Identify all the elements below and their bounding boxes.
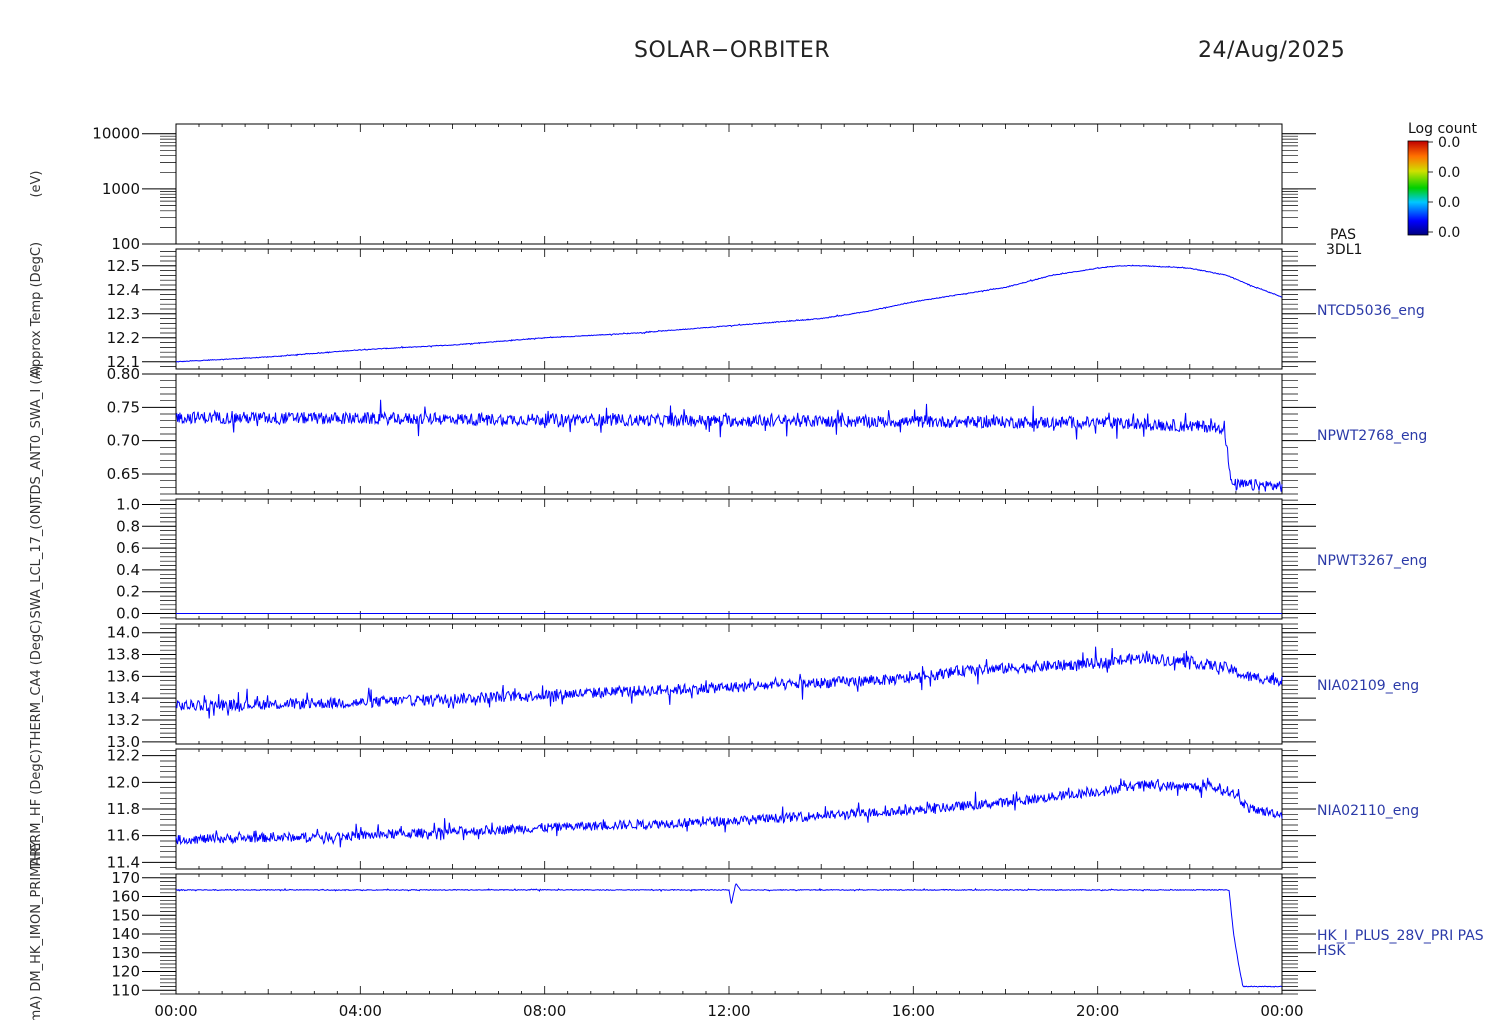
y-tick-label: 0.6 <box>116 539 140 557</box>
x-tick-label: 12:00 <box>707 1002 750 1020</box>
panel-label-npwt2768: NPWT2768_eng <box>1317 428 1427 444</box>
minor-y-ticks-npwt3267 <box>160 499 1298 619</box>
y-tick-label: 12.3 <box>107 305 140 323</box>
y-tick-label: 11.8 <box>107 800 140 818</box>
y-tick-label: 0.65 <box>107 465 140 483</box>
y-tick-label: 110 <box>111 981 140 999</box>
panel-frame-pas-3dl1 <box>175 123 1283 245</box>
y-axis-label-ntcd5036: Approx Temp (DegC) <box>29 242 44 376</box>
colorbar-tick-label: 0.0 <box>1438 135 1460 151</box>
y-tick-label: 13.6 <box>107 667 140 685</box>
panel-frame-nia02109 <box>175 623 1283 745</box>
y-tick-label: 10000 <box>92 125 140 143</box>
y-tick-label: 140 <box>111 925 140 943</box>
x-ticks-npwt2768 <box>175 374 1283 494</box>
y-tick-label: 1.0 <box>116 495 140 513</box>
y-tick-label: 12.2 <box>107 747 140 765</box>
page-title: SOLAR−ORBITER <box>634 38 831 63</box>
minor-y-ticks-ntcd5036 <box>160 251 1298 367</box>
y-tick-label: 0.2 <box>116 583 140 601</box>
y-tick-label: 12.1 <box>107 353 140 371</box>
y-axis-label-npwt3267: SWA_LCL_17_(ON) <box>29 500 44 619</box>
panel-label-hk-i-plus-28v-pri: HK_I_PLUS_28V_PRI PAS <box>1317 928 1484 944</box>
series-line-nia02109 <box>175 646 1283 719</box>
y-tick-label: 12.4 <box>107 281 140 299</box>
panel-label-nia02109: NIA02109_eng <box>1317 678 1419 694</box>
series-line-ntcd5036 <box>176 264 1283 363</box>
x-tick-label: 20:00 <box>1076 1002 1119 1020</box>
y-tick-label: 13.0 <box>107 733 140 751</box>
y-tick-label: 170 <box>111 869 140 887</box>
y-tick-label: 11.4 <box>107 853 140 871</box>
series-line-hk-i-plus-28v-pri <box>176 883 1283 988</box>
panel-frame-nia02110 <box>175 748 1283 870</box>
y-tick-label: 120 <box>111 963 140 981</box>
colorbar <box>1407 140 1429 236</box>
y-tick-label: 13.4 <box>107 689 140 707</box>
panel-frame-npwt3267 <box>175 498 1283 620</box>
panel-label-hk-i-plus-28v-pri: HSK <box>1317 943 1346 959</box>
x-ticks-nia02110 <box>175 749 1283 869</box>
panel-label-pas-3dl1: PAS <box>1330 227 1356 243</box>
y-tick-label: 12.5 <box>107 257 140 275</box>
y-axis-label-nia02110: THERM_HF (DegC) <box>29 749 44 870</box>
y-tick-label: 12.0 <box>107 773 140 791</box>
x-ticks-pas-3dl1 <box>175 124 1283 244</box>
panel-label-nia02110: NIA02110_eng <box>1317 803 1419 819</box>
colorbar-title: Log count <box>1408 121 1477 137</box>
y-tick-label: 150 <box>111 906 140 924</box>
y-axis-label-nia02109: THERM_CA4 (DegC) <box>29 620 44 750</box>
y-tick-label: 1000 <box>102 180 140 198</box>
x-ticks-hk-i-plus-28v-pri <box>175 874 1283 994</box>
panel-label-pas-3dl1: 3DL1 <box>1326 242 1362 258</box>
minor-y-ticks-pas-3dl1 <box>160 133 1298 245</box>
panel-frame-npwt2768 <box>175 373 1283 495</box>
x-tick-label: 16:00 <box>892 1002 935 1020</box>
y-tick-label: 0.0 <box>116 605 140 623</box>
y-tick-label: 14.0 <box>107 624 140 642</box>
y-tick-label: 130 <box>111 944 140 962</box>
minor-y-ticks-npwt2768 <box>160 373 1298 495</box>
x-tick-label: 04:00 <box>339 1002 382 1020</box>
y-tick-label: 160 <box>111 888 140 906</box>
y-tick-label: 11.6 <box>107 827 140 845</box>
panel-label-npwt3267: NPWT3267_eng <box>1317 553 1427 569</box>
y-tick-label: 0.8 <box>116 517 140 535</box>
y-tick-label: 13.8 <box>107 646 140 664</box>
colorbar-tick-label: 0.0 <box>1438 195 1460 211</box>
y-tick-label: 0.75 <box>107 398 140 416</box>
colorbar-tick-label: 0.0 <box>1438 225 1460 241</box>
colorbar-tick-label: 0.0 <box>1438 165 1460 181</box>
y-tick-label: 0.80 <box>107 365 140 383</box>
x-ticks-ntcd5036 <box>175 249 1283 369</box>
y-tick-label: 0.4 <box>116 561 140 579</box>
y-axis-label-pas-3dl1: (eV) <box>29 170 44 197</box>
x-tick-label: 00:00 <box>1260 1002 1303 1020</box>
series-line-nia02110 <box>175 777 1283 848</box>
minor-y-ticks-nia02110 <box>160 749 1298 869</box>
y-tick-label: 13.2 <box>107 711 140 729</box>
y-axis-label-npwt2768: TDS_ANT0_SWA_I (A) <box>29 366 44 504</box>
minor-y-ticks-nia02109 <box>160 623 1298 743</box>
x-ticks-npwt3267 <box>175 499 1283 619</box>
y-tick-label: 0.70 <box>107 432 140 450</box>
x-tick-label: 00:00 <box>154 1002 197 1020</box>
date-label: 24/Aug/2025 <box>1198 38 1346 63</box>
x-tick-label: 08:00 <box>523 1002 566 1020</box>
x-ticks-nia02109 <box>175 624 1283 744</box>
y-tick-label: 12.2 <box>107 329 140 347</box>
y-axis-label-hk-i-plus-28v-pri: (mA) DM_HK_IMON_PRIMARY <box>29 841 44 1020</box>
y-tick-label: 100 <box>111 235 140 253</box>
panel-label-ntcd5036: NTCD5036_eng <box>1317 303 1425 319</box>
series-line-npwt2768 <box>175 399 1283 492</box>
